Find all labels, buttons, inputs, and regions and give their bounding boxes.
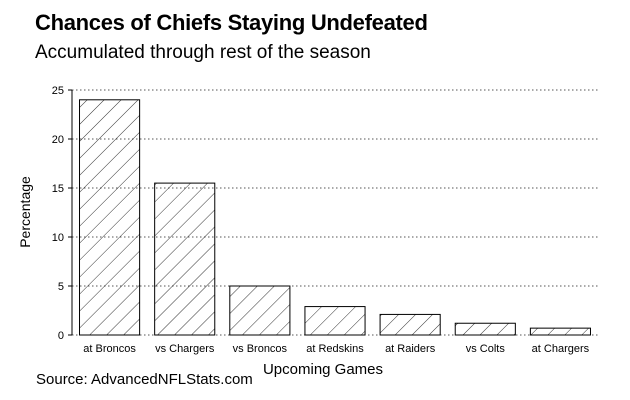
x-tick-label: vs Colts [466, 343, 506, 355]
x-tick-labels: at Broncos vs Chargers vs Broncos at Redski… [83, 343, 589, 355]
x-tick-label: at Chargers [532, 343, 590, 355]
y-tick-labels: 0 5 10 15 20 25 [52, 85, 72, 342]
y-tick-label: 25 [52, 85, 64, 97]
x-axis-label: Upcoming Games [263, 361, 383, 378]
x-tick-label: at Raiders [385, 343, 436, 355]
y-axis-label: Percentage [17, 176, 33, 248]
bar-at-broncos [79, 99, 141, 336]
gridlines [72, 89, 598, 336]
source-note: Source: AdvancedNFLStats.com [36, 371, 253, 388]
bar-vs-broncos [229, 285, 291, 336]
y-tick-label: 5 [58, 281, 64, 293]
bars-group [79, 99, 591, 336]
y-tick-label: 10 [52, 232, 64, 244]
bar-at-raiders [379, 313, 441, 336]
bar-at-redskins [304, 306, 366, 336]
chart-title: Chances of Chiefs Staying Undefeated [35, 10, 428, 35]
y-tick-label: 15 [52, 183, 64, 195]
y-tick-label: 0 [58, 330, 64, 342]
x-tick-label: at Redskins [306, 343, 364, 355]
bar-vs-colts [454, 322, 516, 336]
x-tick-label: vs Broncos [233, 343, 288, 355]
y-tick-label: 20 [52, 134, 64, 146]
bar-vs-chargers [154, 182, 216, 336]
bar-at-chargers [529, 327, 591, 336]
chart-subtitle: Accumulated through rest of the season [35, 42, 371, 63]
x-tick-label: vs Chargers [155, 343, 215, 355]
x-tick-label: at Broncos [83, 343, 136, 355]
